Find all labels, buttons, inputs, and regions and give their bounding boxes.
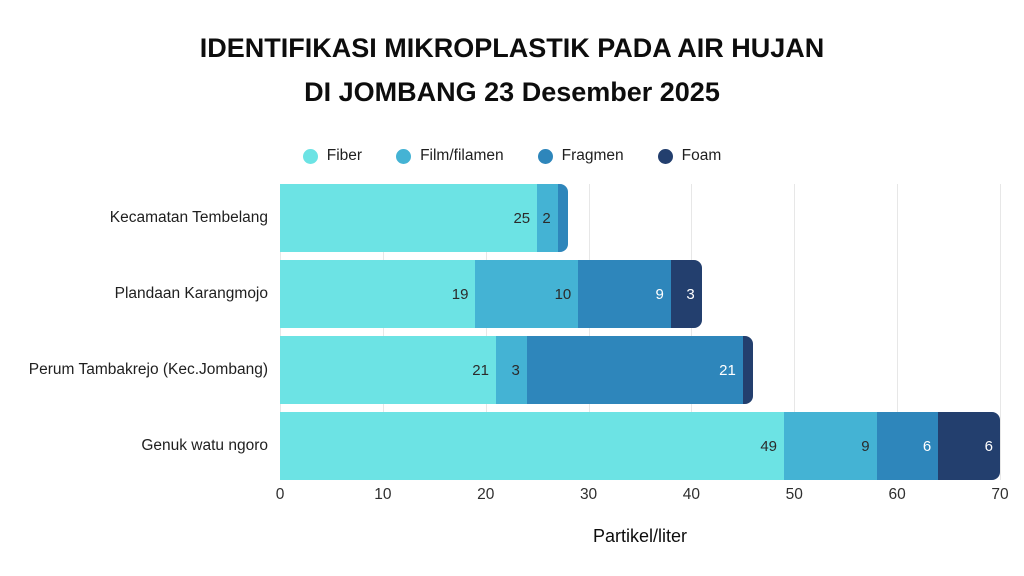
bar-segment-foam xyxy=(742,336,754,404)
bar-segment-fragmen: 21 xyxy=(526,336,743,404)
chart-plot-area: Kecamatan Tembelang 25 2 Plandaan Karangmoj… xyxy=(0,184,1024,576)
bar-segment-fragmen: 6 xyxy=(876,412,939,480)
legend-dot-icon xyxy=(537,148,553,164)
legend-label: Foam xyxy=(681,147,722,164)
chart-title: IDENTIFIKASI MIKROPLASTIK PADA AIR HUJAN… xyxy=(0,26,1024,114)
gridline xyxy=(897,184,899,480)
legend-item-fiber: Fiber xyxy=(302,147,363,165)
bar-segment-film-filamen: 10 xyxy=(475,260,579,328)
gridline xyxy=(588,184,590,480)
legend-item-foam: Foam xyxy=(657,147,722,165)
gridline xyxy=(794,184,796,480)
x-tick-label: 40 xyxy=(682,486,701,503)
category-label: Genuk watu ngoro xyxy=(141,437,268,454)
legend-dot-icon xyxy=(657,148,673,164)
segment-value-label: 10 xyxy=(554,285,572,303)
gridline xyxy=(485,184,487,480)
gridline xyxy=(280,184,281,480)
segment-value-label: 3 xyxy=(686,285,695,303)
segment-value-label: 9 xyxy=(861,437,870,455)
legend-dot-icon xyxy=(396,148,412,164)
x-tick-label: 60 xyxy=(888,486,906,503)
x-tick-label: 50 xyxy=(785,486,803,503)
stacked-bar: 19 10 9 3 xyxy=(280,260,702,328)
bar-segment-fiber: 21 xyxy=(280,336,496,404)
x-tick-label: 20 xyxy=(477,486,495,503)
legend-label: Fragmen xyxy=(561,147,624,164)
segment-value-label: 9 xyxy=(655,285,664,303)
legend-label: Fiber xyxy=(326,147,363,164)
segment-value-label: 25 xyxy=(513,209,531,227)
chart-title-line2: DI JOMBANG 23 Desember 2025 xyxy=(304,77,720,107)
gridlines xyxy=(280,184,1001,480)
x-axis-ticks: 0 10 20 30 40 50 60 70 xyxy=(276,486,1009,506)
segment-value-label: 21 xyxy=(719,361,736,379)
x-tick-label: 0 xyxy=(275,486,285,503)
bar-segment-fragmen: 9 xyxy=(578,260,671,328)
bar-segment-fiber: 25 xyxy=(280,184,538,252)
category-label: Plandaan Karangmojo xyxy=(114,285,268,302)
x-tick-label: 10 xyxy=(374,486,392,503)
legend-item-film-filamen: Film/filamen xyxy=(396,147,504,165)
legend-label: Film/filamen xyxy=(420,147,504,164)
bar-segment-film-filamen: 3 xyxy=(495,336,527,404)
segment-value-label: 6 xyxy=(922,437,932,455)
gridline xyxy=(1000,184,1001,480)
segment-value-label: 2 xyxy=(542,209,551,227)
legend: Fiber Film/filamen Fragmen Foam xyxy=(0,147,1024,165)
legend-item-fragmen: Fragmen xyxy=(537,147,624,165)
bar-segment-fragmen xyxy=(557,184,568,252)
bar-segment-fiber: 19 xyxy=(280,260,476,328)
bar-segment-foam: 6 xyxy=(938,412,1000,480)
gridline xyxy=(691,184,693,480)
category-label: Perum Tambakrejo (Kec.Jombang) xyxy=(28,361,268,378)
segment-value-label: 6 xyxy=(984,437,993,455)
bar-segment-film-filamen: 2 xyxy=(537,184,558,252)
legend-dot-icon xyxy=(302,148,318,164)
bar-segment-film-filamen: 9 xyxy=(784,412,877,480)
gridline xyxy=(382,184,384,480)
stacked-bar: 49 9 6 6 xyxy=(280,412,1000,480)
segment-value-label: 21 xyxy=(472,361,489,379)
x-axis-label: Partikel/liter xyxy=(592,526,688,546)
bar-segment-foam: 3 xyxy=(670,260,702,328)
bar-segment-fiber: 49 xyxy=(280,412,784,480)
segment-value-label: 49 xyxy=(760,437,777,455)
x-tick-label: 30 xyxy=(579,486,598,503)
stacked-bar: 21 3 21 xyxy=(280,336,754,404)
segment-value-label: 3 xyxy=(511,361,520,379)
x-tick-label: 70 xyxy=(991,486,1009,503)
segment-value-label: 19 xyxy=(451,285,469,303)
stacked-bar: 25 2 xyxy=(280,184,568,252)
chart-title-line1: IDENTIFIKASI MIKROPLASTIK PADA AIR HUJAN xyxy=(199,33,825,63)
category-label: Kecamatan Tembelang xyxy=(109,209,268,226)
